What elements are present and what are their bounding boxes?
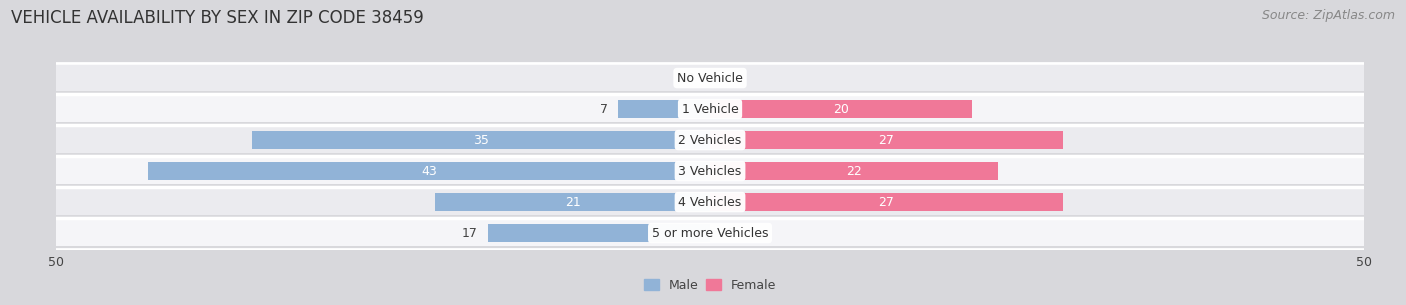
Bar bbox=[710, 193, 1063, 211]
Text: No Vehicle: No Vehicle bbox=[678, 72, 742, 84]
Text: 27: 27 bbox=[879, 134, 894, 146]
Bar bbox=[56, 189, 1364, 215]
Text: 5 or more Vehicles: 5 or more Vehicles bbox=[652, 227, 768, 239]
Bar bbox=[56, 96, 1364, 122]
Bar bbox=[253, 131, 710, 149]
Text: 0: 0 bbox=[725, 72, 734, 84]
Text: 2 Vehicles: 2 Vehicles bbox=[679, 134, 741, 146]
Text: 0: 0 bbox=[686, 72, 695, 84]
Text: 22: 22 bbox=[846, 165, 862, 178]
Text: 27: 27 bbox=[879, 196, 894, 209]
Text: 35: 35 bbox=[474, 134, 489, 146]
Bar bbox=[488, 224, 710, 242]
Text: 0: 0 bbox=[725, 227, 734, 239]
Bar bbox=[148, 162, 710, 180]
Text: 7: 7 bbox=[600, 102, 607, 116]
Bar bbox=[56, 220, 1364, 246]
Text: Source: ZipAtlas.com: Source: ZipAtlas.com bbox=[1261, 9, 1395, 22]
Legend: Male, Female: Male, Female bbox=[638, 274, 782, 297]
Bar bbox=[710, 100, 972, 118]
Bar bbox=[710, 131, 1063, 149]
Text: 3 Vehicles: 3 Vehicles bbox=[679, 165, 741, 178]
Text: 1 Vehicle: 1 Vehicle bbox=[682, 102, 738, 116]
Bar bbox=[56, 127, 1364, 153]
Bar bbox=[56, 158, 1364, 184]
Text: 17: 17 bbox=[461, 227, 477, 239]
Bar bbox=[436, 193, 710, 211]
Text: 20: 20 bbox=[832, 102, 849, 116]
Bar bbox=[710, 162, 998, 180]
Text: VEHICLE AVAILABILITY BY SEX IN ZIP CODE 38459: VEHICLE AVAILABILITY BY SEX IN ZIP CODE … bbox=[11, 9, 425, 27]
Text: 43: 43 bbox=[420, 165, 437, 178]
Text: 21: 21 bbox=[565, 196, 581, 209]
Text: 4 Vehicles: 4 Vehicles bbox=[679, 196, 741, 209]
Bar bbox=[619, 100, 710, 118]
Bar bbox=[56, 65, 1364, 91]
